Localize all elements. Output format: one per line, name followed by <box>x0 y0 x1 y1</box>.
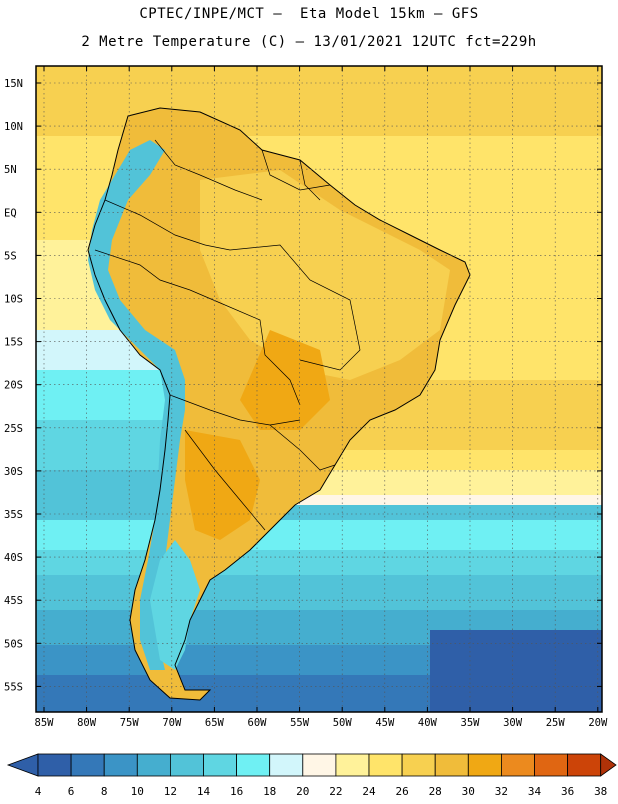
colorbar-label: 12 <box>164 785 177 798</box>
longitude-label: 75W <box>120 717 140 729</box>
longitude-label: 70W <box>162 717 182 729</box>
colorbar-swatch <box>169 753 204 777</box>
map-title-line-2: 2 Metre Temperature (C) – 13/01/2021 12U… <box>81 34 537 50</box>
colorbar-swatch <box>335 753 370 777</box>
longitude-label: 30W <box>503 717 523 729</box>
colorbar-label: 6 <box>68 785 75 798</box>
country-borders <box>94 139 361 531</box>
latitude-label: 45S <box>4 595 23 607</box>
latitude-label: 40S <box>4 552 23 564</box>
colorbar-swatch <box>534 753 568 777</box>
colorbar-swatch <box>302 753 337 777</box>
colorbar-label: 26 <box>395 785 408 798</box>
longitude-label: 85W <box>35 717 55 729</box>
latitude-label: 35S <box>4 509 23 521</box>
colorbar-swatch <box>368 753 403 777</box>
colorbar-left-arrow <box>6 753 39 777</box>
longitude-label: 40W <box>418 717 438 729</box>
colorbar-label: 8 <box>101 785 108 798</box>
colorbar-label: 32 <box>495 785 508 798</box>
colorbar-swatch <box>467 753 502 777</box>
colorbar-swatch <box>500 753 535 777</box>
colorbar-right-arrow <box>600 753 617 777</box>
latitude-label: 15N <box>4 78 23 90</box>
colorbar-label: 38 <box>594 785 607 798</box>
colorbar-label: 4 <box>35 785 42 798</box>
colorbar-label: 10 <box>131 785 144 798</box>
colorbar-swatch <box>434 753 469 777</box>
longitude-labels: 85W 80W 75W 70W 65W 60W 55W 50W 45W 40W 35W 30W 25W 2… <box>35 717 608 729</box>
latitude-label: 25S <box>4 423 23 435</box>
colorbar-swatch <box>236 753 271 777</box>
longitude-label: 50W <box>333 717 353 729</box>
latitude-label: 55S <box>4 681 23 693</box>
colorbar-label: 24 <box>362 785 376 798</box>
longitude-label: 60W <box>248 717 268 729</box>
latitude-label: 10S <box>4 294 23 306</box>
latitude-label: EQ <box>4 207 17 219</box>
longitude-label: 20W <box>588 717 608 729</box>
map-title-line-1: CPTEC/INPE/MCT – Eta Model 15km – GFS <box>139 6 479 22</box>
latitude-label: 50S <box>4 638 23 650</box>
colorbar-swatch <box>70 753 105 777</box>
latitude-label: 10N <box>4 121 23 133</box>
color-scale-bar: 4 6 8 10 12 14 16 18 20 22 24 26 28 30 32 34 36 38 <box>6 753 617 798</box>
latitude-label: 15S <box>4 337 23 349</box>
colorbar-swatch <box>203 753 237 777</box>
latitude-label: 30S <box>4 466 23 478</box>
latitude-labels: 15N 10N 5N EQ 5S 10S 15S 20S 25S 30S 35S 40S 45S 50S 5… <box>4 78 23 693</box>
colorbar-label: 16 <box>230 785 243 798</box>
temperature-field <box>36 66 602 712</box>
colorbar-label: 20 <box>296 785 309 798</box>
latitude-label: 5S <box>4 250 17 262</box>
longitude-label: 65W <box>205 717 225 729</box>
longitude-label: 80W <box>77 717 97 729</box>
colorbar-label: 28 <box>429 785 442 798</box>
colorbar-label: 34 <box>528 785 542 798</box>
colorbar-label: 14 <box>197 785 211 798</box>
longitude-label: 35W <box>461 717 481 729</box>
colorbar-swatch <box>103 753 138 777</box>
colorbar-swatch <box>269 753 304 777</box>
colorbar-swatch <box>136 753 171 777</box>
latitude-label: 5N <box>4 164 17 176</box>
colorbar-label: 18 <box>263 785 276 798</box>
longitude-label: 25W <box>546 717 566 729</box>
colorbar-label: 22 <box>329 785 342 798</box>
colorbar-label: 36 <box>561 785 574 798</box>
longitude-label: 55W <box>290 717 310 729</box>
colorbar-label: 30 <box>462 785 475 798</box>
colorbar-swatch <box>37 753 72 777</box>
map-frame <box>35 65 603 713</box>
axis-ticks <box>36 66 602 712</box>
colorbar-swatch <box>401 753 436 777</box>
longitude-label: 45W <box>375 717 395 729</box>
colorbar-swatch <box>567 753 602 777</box>
latitude-label: 20S <box>4 380 23 392</box>
